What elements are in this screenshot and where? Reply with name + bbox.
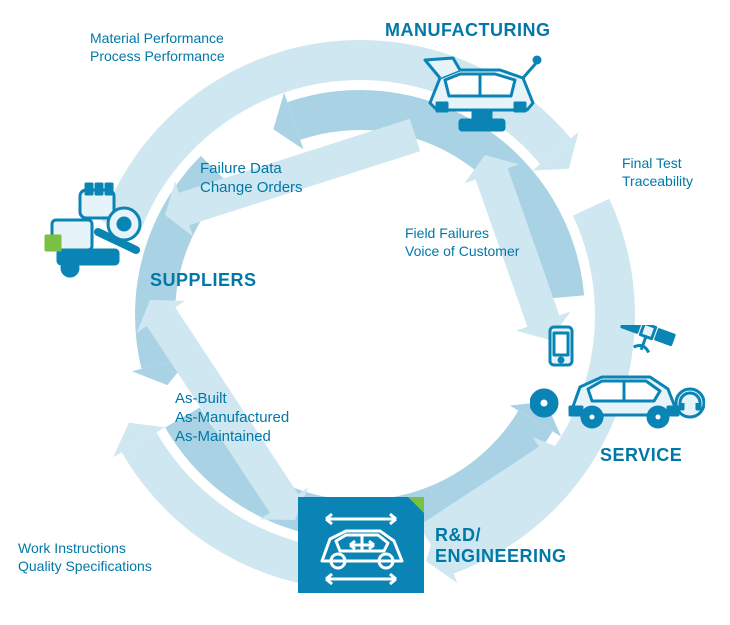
label-as-built: As-BuiltAs-ManufacturedAs-Maintained <box>175 390 289 446</box>
rd-title: R&D/ ENGINEERING <box>435 525 567 567</box>
label-mat-proc: Material PerformanceProcess Performance <box>90 30 225 65</box>
lifecycle-diagram: { "type": "circular-flowchart", "canvas"… <box>0 0 730 625</box>
manufacturing-icon <box>415 48 545 143</box>
label-final-test: Final TestTraceability <box>622 155 693 190</box>
service-title: SERVICE <box>600 445 682 466</box>
suppliers-icon <box>40 180 155 280</box>
suppliers-title: SUPPLIERS <box>150 270 257 291</box>
service-icon <box>530 325 705 440</box>
label-field-voc: Field FailuresVoice of Customer <box>405 225 519 260</box>
label-failure-change: Failure DataChange Orders <box>200 160 303 198</box>
manufacturing-title: MANUFACTURING <box>385 20 551 41</box>
label-work-inst: Work InstructionsQuality Specifications <box>18 540 152 575</box>
rd-icon <box>296 495 426 595</box>
